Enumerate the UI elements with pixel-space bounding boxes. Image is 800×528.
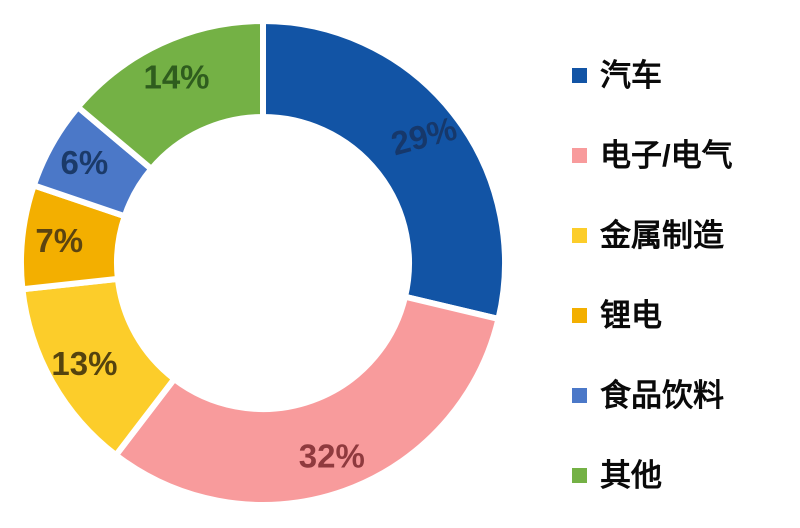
legend-label: 电子/电气 <box>600 138 733 173</box>
pie-slice-6 <box>74 18 266 172</box>
legend-label: 食品饮料 <box>600 378 724 413</box>
legend-swatch-icon <box>572 308 587 323</box>
legend-item-3: 金属制造 <box>572 218 733 253</box>
legend-label: 其他 <box>600 458 662 493</box>
legend: 汽车电子/电气金属制造锂电食品饮料其他 <box>572 58 733 493</box>
legend-swatch-icon <box>572 388 587 403</box>
legend-item-2: 电子/电气 <box>572 138 733 173</box>
slice-value-label-2: 32% <box>299 438 365 475</box>
donut-chart-svg: 29%32%13%7%6%14% <box>21 18 508 508</box>
legend-swatch-icon <box>572 468 587 483</box>
legend-item-4: 锂电 <box>572 298 733 333</box>
legend-item-6: 其他 <box>572 458 733 493</box>
legend-item-1: 汽车 <box>572 58 733 93</box>
slice-value-label-4: 7% <box>35 222 83 259</box>
legend-label: 金属制造 <box>600 218 724 253</box>
legend-swatch-icon <box>572 228 587 243</box>
legend-item-5: 食品饮料 <box>572 378 733 413</box>
legend-label: 锂电 <box>600 298 662 333</box>
pie-slice-2 <box>112 293 502 508</box>
legend-swatch-icon <box>572 148 587 163</box>
legend-label: 汽车 <box>600 58 662 93</box>
slice-value-label-3: 13% <box>51 345 117 382</box>
slice-value-label-6: 14% <box>143 59 209 96</box>
slice-value-label-5: 6% <box>61 144 109 181</box>
pie-slice-1 <box>260 18 508 322</box>
legend-swatch-icon <box>572 68 587 83</box>
